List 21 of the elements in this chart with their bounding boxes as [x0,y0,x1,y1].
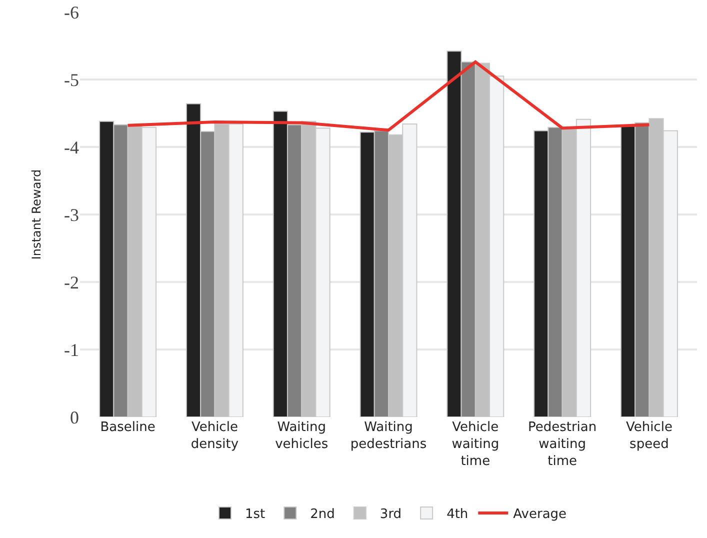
y-tick-label: -3 [64,204,79,225]
legend-label: 1st [245,507,266,522]
legend-label: 4th [446,507,468,522]
legend-label: Average [513,507,567,522]
line-series [126,60,651,132]
x-tick-label: Waiting pedestrians [350,420,427,452]
y-tick-label: -4 [64,137,79,158]
x-tick-label: Vehicle density [190,420,239,452]
y-tick-label: 0 [70,407,79,428]
x-tick-label: Vehicle speed [626,420,672,452]
x-tick-label: Vehicle waiting time [452,420,500,469]
x-tick-label: Waiting vehicles [275,420,328,452]
x-tick-label: Pedestrian waiting time [528,420,597,469]
y-tick-label: -5 [64,70,79,90]
y-tick-label: -6 [64,2,79,22]
y-axis-title: Instant Reward [29,169,44,260]
x-tick-label: Baseline [100,420,156,435]
y-tick-label: -2 [64,272,79,292]
legend-label: 2nd [310,507,335,522]
y-tick-label: -1 [64,340,79,360]
legend-label: 3rd [380,507,402,522]
